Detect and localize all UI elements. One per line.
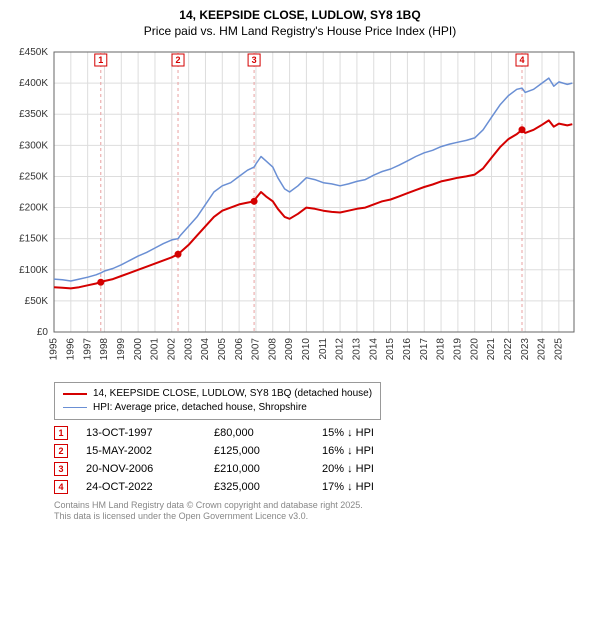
svg-text:2012: 2012 xyxy=(335,337,346,360)
svg-text:2010: 2010 xyxy=(301,337,312,360)
svg-text:3: 3 xyxy=(252,55,257,65)
svg-text:£100K: £100K xyxy=(19,264,48,275)
svg-text:2019: 2019 xyxy=(453,337,464,360)
annotation-marker: 1 xyxy=(54,426,68,440)
annotation-price: £80,000 xyxy=(214,427,304,439)
svg-text:2004: 2004 xyxy=(200,337,211,360)
svg-text:2003: 2003 xyxy=(183,337,194,360)
chart-svg: £0 £50K £100K £150K £200K £250K £300K £350K £400… xyxy=(12,44,588,374)
annotation-diff: 16% ↓ HPI xyxy=(322,445,412,457)
legend: 14, KEEPSIDE CLOSE, LUDLOW, SY8 1BQ (det… xyxy=(54,382,381,420)
svg-text:2024: 2024 xyxy=(537,337,548,360)
legend-item: HPI: Average price, detached house, Shro… xyxy=(63,401,372,415)
svg-text:2025: 2025 xyxy=(553,337,564,360)
svg-text:1995: 1995 xyxy=(49,337,60,360)
svg-text:£250K: £250K xyxy=(19,171,48,182)
svg-text:1: 1 xyxy=(98,55,103,65)
annotation-table: 1 13-OCT-1997 £80,000 15% ↓ HPI 2 15-MAY-2002… xyxy=(54,426,588,494)
svg-text:2006: 2006 xyxy=(234,337,245,360)
annotation-price: £210,000 xyxy=(214,463,304,475)
svg-text:2001: 2001 xyxy=(150,337,161,360)
annotation-marker: 4 xyxy=(54,480,68,494)
annotation-diff: 20% ↓ HPI xyxy=(322,463,412,475)
chart-title-line1: 14, KEEPSIDE CLOSE, LUDLOW, SY8 1BQ xyxy=(12,8,588,24)
svg-text:2007: 2007 xyxy=(251,337,262,360)
annotation-row: 2 15-MAY-2002 £125,000 16% ↓ HPI xyxy=(54,444,588,458)
svg-text:2: 2 xyxy=(176,55,181,65)
svg-text:1998: 1998 xyxy=(99,337,110,360)
svg-text:2021: 2021 xyxy=(486,337,497,360)
svg-text:£300K: £300K xyxy=(19,140,48,151)
svg-text:£200K: £200K xyxy=(19,202,48,213)
footnote-line2: This data is licensed under the Open Gov… xyxy=(54,511,588,523)
svg-text:2014: 2014 xyxy=(368,337,379,360)
svg-text:2002: 2002 xyxy=(166,337,177,360)
svg-text:2008: 2008 xyxy=(267,337,278,360)
annotation-row: 3 20-NOV-2006 £210,000 20% ↓ HPI xyxy=(54,462,588,476)
annotation-price: £125,000 xyxy=(214,445,304,457)
svg-text:2013: 2013 xyxy=(352,337,363,360)
svg-text:2018: 2018 xyxy=(436,337,447,360)
svg-text:4: 4 xyxy=(519,55,524,65)
svg-text:£0: £0 xyxy=(37,327,49,338)
svg-text:2009: 2009 xyxy=(284,337,295,360)
annotation-price: £325,000 xyxy=(214,481,304,493)
svg-text:1996: 1996 xyxy=(65,337,76,360)
svg-text:£450K: £450K xyxy=(19,47,48,58)
annotation-marker: 2 xyxy=(54,444,68,458)
svg-text:2011: 2011 xyxy=(318,337,329,359)
footnote-line1: Contains HM Land Registry data © Crown c… xyxy=(54,500,588,512)
svg-text:2023: 2023 xyxy=(520,337,531,360)
svg-text:1997: 1997 xyxy=(82,337,93,360)
legend-swatch xyxy=(63,407,87,408)
svg-text:£350K: £350K xyxy=(19,109,48,120)
svg-text:£150K: £150K xyxy=(19,233,48,244)
svg-text:2022: 2022 xyxy=(503,337,514,360)
annotation-diff: 17% ↓ HPI xyxy=(322,481,412,493)
annotation-date: 20-NOV-2006 xyxy=(86,463,196,475)
annotation-row: 4 24-OCT-2022 £325,000 17% ↓ HPI xyxy=(54,480,588,494)
annotation-row: 1 13-OCT-1997 £80,000 15% ↓ HPI xyxy=(54,426,588,440)
footnote: Contains HM Land Registry data © Crown c… xyxy=(54,500,588,523)
svg-text:2020: 2020 xyxy=(469,337,480,360)
line-chart: £0 £50K £100K £150K £200K £250K £300K £350K £400… xyxy=(12,44,588,374)
svg-text:2005: 2005 xyxy=(217,337,228,360)
svg-text:£50K: £50K xyxy=(25,295,49,306)
chart-title-line2: Price paid vs. HM Land Registry's House … xyxy=(12,24,588,38)
annotation-date: 15-MAY-2002 xyxy=(86,445,196,457)
svg-text:2015: 2015 xyxy=(385,337,396,360)
annotation-date: 24-OCT-2022 xyxy=(86,481,196,493)
legend-item: 14, KEEPSIDE CLOSE, LUDLOW, SY8 1BQ (det… xyxy=(63,387,372,401)
svg-text:2017: 2017 xyxy=(419,337,430,360)
legend-label: 14, KEEPSIDE CLOSE, LUDLOW, SY8 1BQ (det… xyxy=(93,387,372,401)
svg-text:2016: 2016 xyxy=(402,337,413,360)
annotation-diff: 15% ↓ HPI xyxy=(322,427,412,439)
svg-text:2000: 2000 xyxy=(133,337,144,360)
legend-label: HPI: Average price, detached house, Shro… xyxy=(93,401,307,415)
svg-text:£400K: £400K xyxy=(19,78,48,89)
annotation-date: 13-OCT-1997 xyxy=(86,427,196,439)
legend-swatch xyxy=(63,393,87,395)
svg-text:1999: 1999 xyxy=(116,337,127,360)
annotation-marker: 3 xyxy=(54,462,68,476)
